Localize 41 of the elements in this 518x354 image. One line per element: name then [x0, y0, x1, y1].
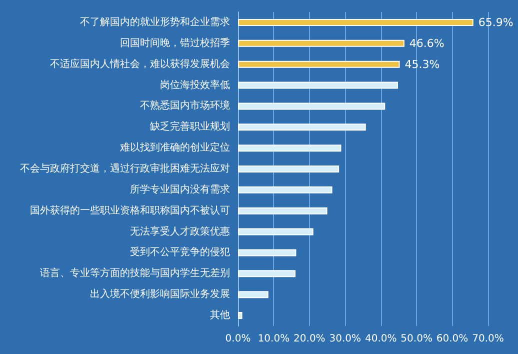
- bar: [238, 312, 242, 320]
- bar: [238, 18, 474, 26]
- bar: [238, 249, 296, 256]
- x-tick-label: 0.0%: [225, 334, 251, 344]
- y-tick-label: 不熟悉国内市场环境: [140, 100, 230, 112]
- y-tick-label: 回国时间晚，错过校招季: [120, 36, 230, 49]
- y-tick-label: 不了解国内的就业形势和企业需求: [80, 16, 230, 28]
- bar: [238, 186, 332, 194]
- bar: [238, 82, 398, 89]
- x-tick-label: 60.0%: [436, 334, 468, 344]
- data-label: 46.6%: [409, 36, 444, 50]
- y-tick-label: 受到不公平竞争的侵犯: [130, 246, 230, 258]
- data-label: 65.9%: [478, 16, 514, 29]
- bar: [238, 166, 340, 172]
- bar: [238, 144, 342, 152]
- x-tick-label: 50.0%: [400, 334, 432, 344]
- y-tick-label: 缺乏完善职业规划: [150, 120, 230, 133]
- bar: [238, 124, 366, 131]
- bar: [238, 207, 328, 214]
- x-tick-label: 10.0%: [258, 334, 290, 344]
- y-tick-label: 其他: [210, 309, 230, 322]
- bar: [238, 228, 314, 236]
- bar: [238, 270, 296, 278]
- x-tick-label: 70.0%: [472, 334, 504, 344]
- y-tick-label: 语言、专业等方面的技能与国内学生无差别: [40, 267, 230, 280]
- x-tick-label: 40.0%: [364, 334, 397, 344]
- y-tick-label: 不适应国内人情社会，难以获得发展机会: [50, 58, 230, 70]
- y-tick-label: 国外获得的一些职业资格和职称国内不被认可: [30, 204, 230, 216]
- y-tick-label: 所学专业国内没有需求: [130, 183, 230, 196]
- y-tick-label: 难以找到准确的创业定位: [120, 142, 230, 154]
- bar: [238, 40, 404, 47]
- y-tick-label: 无法享受人才政策优惠: [130, 225, 230, 238]
- bar: [238, 291, 268, 298]
- y-tick-label: 出入境不便利影响国际业务发展: [90, 288, 230, 300]
- y-tick-label: 不会与政府打交道，遇过行政审批困难无法应对: [20, 162, 230, 174]
- data-label: 45.3%: [404, 58, 440, 71]
- x-tick-label: 20.0%: [294, 334, 326, 344]
- y-tick-label: 岗位海投效率低: [160, 78, 230, 91]
- bar: [238, 102, 386, 110]
- x-tick-label: 30.0%: [329, 334, 362, 344]
- bar: [238, 60, 400, 68]
